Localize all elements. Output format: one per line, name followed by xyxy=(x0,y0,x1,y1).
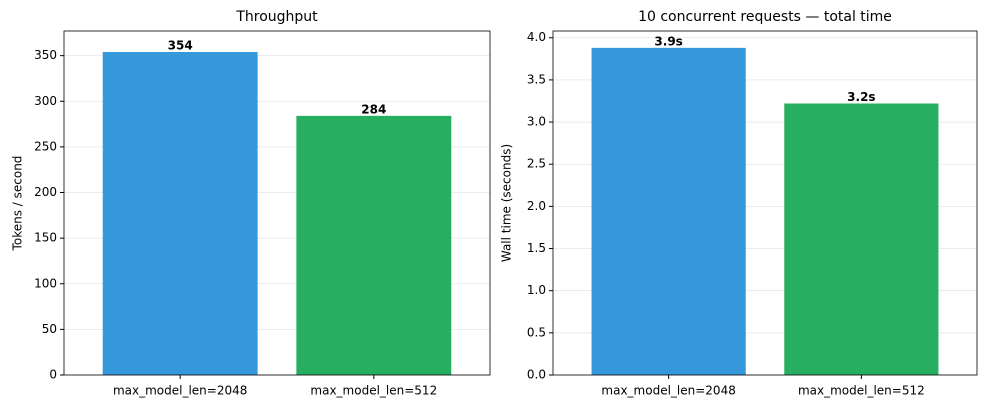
x-tick-label: max_model_len=2048 xyxy=(113,384,247,398)
axes-frame xyxy=(552,30,978,376)
y-tick-label: 2.0 xyxy=(527,199,546,213)
y-tick-label: 0.0 xyxy=(527,368,546,382)
y-tick-label: 50 xyxy=(42,322,57,336)
y-tick-label: 3.0 xyxy=(527,115,546,129)
y-tick-label: 100 xyxy=(34,276,57,290)
value-label: 3.2s xyxy=(847,90,875,104)
y-axis-label: Wall time (seconds) xyxy=(500,144,514,262)
bar xyxy=(591,47,746,376)
y-tick-label: 4.0 xyxy=(527,30,546,44)
y-tick-label: 250 xyxy=(34,139,57,153)
x-tick-label: max_model_len=512 xyxy=(798,384,925,398)
bar xyxy=(102,51,258,376)
y-tick-label: 1.0 xyxy=(527,283,546,297)
x-tick-label: max_model_len=2048 xyxy=(601,384,735,398)
bar xyxy=(296,115,452,376)
axes-frame xyxy=(63,30,491,376)
y-tick-label: 200 xyxy=(34,185,57,199)
y-tick-label: 1.5 xyxy=(527,241,546,255)
value-label: 3.9s xyxy=(654,34,682,48)
y-tick-label: 0 xyxy=(49,368,57,382)
y-tick-label: 2.5 xyxy=(527,157,546,171)
y-tick-label: 150 xyxy=(34,231,57,245)
y-tick-label: 300 xyxy=(34,94,57,108)
chart-title: Throughput xyxy=(235,9,318,25)
value-label: 354 xyxy=(168,38,193,52)
x-tick-label: max_model_len=512 xyxy=(310,384,437,398)
y-tick-label: 3.5 xyxy=(527,72,546,86)
bar xyxy=(784,103,939,376)
y-axis-label: Tokens / second xyxy=(11,156,25,252)
y-tick-label: 350 xyxy=(34,48,57,62)
y-tick-label: 0.5 xyxy=(527,325,546,339)
value-label: 284 xyxy=(361,102,386,116)
chart-title: 10 concurrent requests — total time xyxy=(638,9,892,25)
